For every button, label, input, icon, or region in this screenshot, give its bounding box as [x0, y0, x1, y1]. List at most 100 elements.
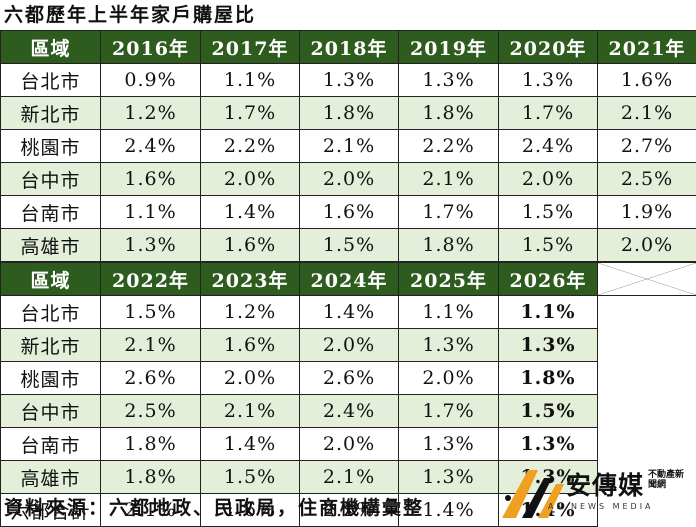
table-cell: 1.5%	[300, 229, 399, 262]
row-label: 桃園市	[1, 130, 101, 163]
table-cell: 1.1%	[399, 296, 499, 329]
table-cell: 2.1%	[201, 395, 300, 428]
row-label: 桃園市	[1, 362, 101, 395]
header-year: 2023年	[201, 263, 300, 296]
row-label: 台中市	[1, 163, 101, 196]
row-label: 台南市	[1, 428, 101, 461]
table-cell: 1.2%	[201, 296, 300, 329]
table-cell: 1.6%	[598, 64, 696, 97]
table-cell: 1.5%	[499, 229, 598, 262]
table-cell: 1.9%	[598, 196, 696, 229]
header-year: 2018年	[300, 31, 399, 64]
table-cell: 1.8%	[101, 461, 201, 494]
table-cell: 1.5%	[499, 395, 598, 428]
table-cell: 2.4%	[300, 395, 399, 428]
row-label: 台北市	[1, 64, 101, 97]
table-cell: 2.5%	[598, 163, 696, 196]
table-cell: 2.0%	[300, 428, 399, 461]
header-year: 2021年	[598, 31, 696, 64]
table-cell: 1.1%	[499, 296, 598, 329]
table-cell: 1.3%	[399, 428, 499, 461]
table-cell: 1.4%	[201, 428, 300, 461]
table-cell: 1.5%	[499, 196, 598, 229]
table-cell: 2.0%	[399, 362, 499, 395]
row-label: 新北市	[1, 329, 101, 362]
table-cell: 1.3%	[300, 64, 399, 97]
empty-crossed-cell	[598, 263, 696, 296]
table-cell: 2.0%	[499, 163, 598, 196]
header-year: 2020年	[499, 31, 598, 64]
row-label: 台中市	[1, 395, 101, 428]
table-cell: 1.3%	[101, 229, 201, 262]
table-cell: 1.5%	[201, 461, 300, 494]
header-region: 區域	[1, 263, 101, 296]
table-cell: 1.7%	[399, 196, 499, 229]
table-cell: 2.4%	[499, 130, 598, 163]
table-cell: 2.5%	[101, 395, 201, 428]
table-cell: 0.9%	[101, 64, 201, 97]
header-region: 區域	[1, 31, 101, 64]
table-cell: 1.7%	[499, 97, 598, 130]
row-label: 台南市	[1, 196, 101, 229]
table-cell: 1.7%	[399, 395, 499, 428]
table-cell: 2.0%	[201, 163, 300, 196]
table-cell: 1.4%	[300, 296, 399, 329]
table-cell: 2.1%	[300, 461, 399, 494]
page-title: 六都歷年上半年家戶購屋比	[4, 2, 256, 28]
table-cell: 2.2%	[201, 130, 300, 163]
table-cell: 1.6%	[201, 329, 300, 362]
table-cell: 1.4%	[201, 196, 300, 229]
table-cell: 1.1%	[201, 64, 300, 97]
row-label: 台北市	[1, 296, 101, 329]
table-cell: 2.6%	[101, 362, 201, 395]
header-year: 2016年	[101, 31, 201, 64]
header-year: 2024年	[300, 263, 399, 296]
table-cell: 1.3%	[499, 64, 598, 97]
table-cell: 2.1%	[300, 130, 399, 163]
row-label: 高雄市	[1, 229, 101, 262]
table-cell: 1.8%	[300, 97, 399, 130]
logo-english: AN NEWS MEDIA	[548, 502, 654, 511]
row-label: 新北市	[1, 97, 101, 130]
table-cell: 1.3%	[399, 461, 499, 494]
table-cell: 2.0%	[201, 362, 300, 395]
table-cell: 2.7%	[598, 130, 696, 163]
table-cell: 1.8%	[101, 428, 201, 461]
table-cell: 1.3%	[399, 329, 499, 362]
table-cell: 1.2%	[101, 97, 201, 130]
table-cell: 1.5%	[101, 296, 201, 329]
table-cell: 2.1%	[598, 97, 696, 130]
header-year: 2017年	[201, 31, 300, 64]
logo-name: 安傳媒	[566, 466, 644, 502]
table-cell: 1.3%	[499, 428, 598, 461]
table-cell: 1.3%	[399, 64, 499, 97]
table-cell: 1.8%	[499, 362, 598, 395]
header-year: 2019年	[399, 31, 499, 64]
table-cell: 2.6%	[300, 362, 399, 395]
table-cell: 2.2%	[399, 130, 499, 163]
table-cell: 1.8%	[399, 229, 499, 262]
table-cell: 1.6%	[201, 229, 300, 262]
table-cell: 2.0%	[300, 329, 399, 362]
table-cell: 2.0%	[598, 229, 696, 262]
table-cell: 2.4%	[101, 130, 201, 163]
table-cell: 2.1%	[399, 163, 499, 196]
source-note: 資料來源：六都地政、民政局，住商機構彙整	[4, 494, 424, 522]
header-year: 2026年	[499, 263, 598, 296]
table-cell: 2.1%	[101, 329, 201, 362]
table-cell: 1.7%	[201, 97, 300, 130]
header-year: 2025年	[399, 263, 499, 296]
logo-subtitle: 不動產新聞網	[648, 470, 688, 490]
row-label: 高雄市	[1, 461, 101, 494]
